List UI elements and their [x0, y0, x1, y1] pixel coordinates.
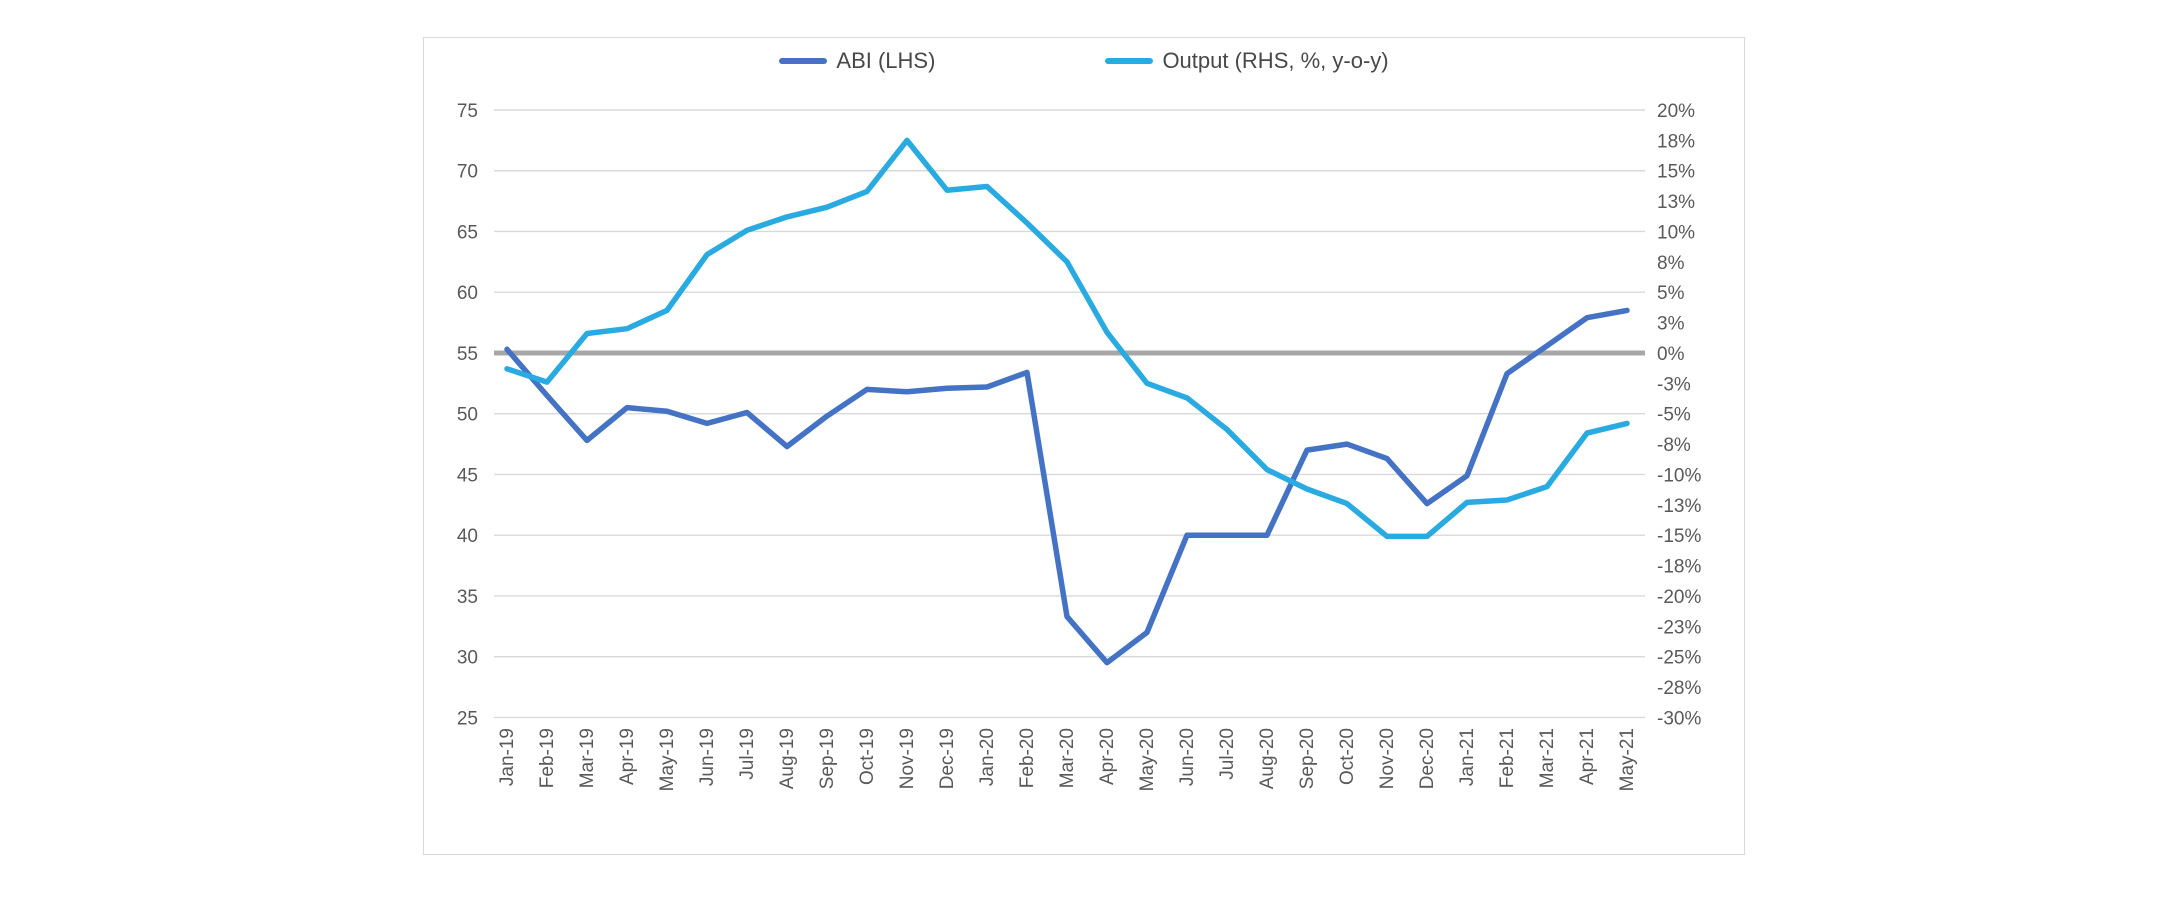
right-axis-tick-label: -20% — [1657, 587, 1701, 608]
right-axis-tick-label: -30% — [1657, 708, 1701, 729]
x-axis-tick-label: May-19 — [657, 728, 678, 791]
x-axis-tick-label: Jan-19 — [497, 728, 518, 786]
right-axis-tick-label: -15% — [1657, 526, 1701, 547]
x-axis-tick-label: Jun-19 — [697, 728, 718, 786]
x-axis-tick-label: Mar-20 — [1057, 728, 1078, 788]
left-axis-tick-label: 60 — [457, 283, 478, 304]
right-axis-tick-label: 13% — [1657, 192, 1695, 213]
x-axis-tick-label: Jan-20 — [977, 728, 998, 786]
right-axis-tick-label: 10% — [1657, 222, 1695, 243]
x-axis-tick-label: Aug-19 — [777, 728, 798, 789]
x-axis-tick-label: Feb-19 — [537, 728, 558, 788]
x-axis-tick-label: Dec-19 — [937, 728, 958, 789]
right-axis-tick-label: -18% — [1657, 557, 1701, 578]
right-axis-tick-label: 8% — [1657, 253, 1685, 274]
x-axis-tick-label: Sep-19 — [817, 728, 838, 789]
left-axis-tick-label: 55 — [457, 344, 478, 365]
x-axis-tick-label: Feb-20 — [1017, 728, 1038, 788]
abi-series-line — [504, 307, 1630, 666]
right-axis-tick-label: -3% — [1657, 374, 1691, 395]
output-legend-label: Output (RHS, %, y-o-y) — [1162, 48, 1389, 73]
right-axis-tick-label: -25% — [1657, 648, 1701, 669]
left-axis-tick-label: 25 — [457, 708, 478, 729]
x-axis-tick-label: Oct-19 — [857, 728, 878, 785]
right-axis-tick-label: -23% — [1657, 617, 1701, 638]
right-axis-tick-label: 0% — [1657, 344, 1685, 365]
left-axis-tick-label: 40 — [457, 526, 478, 547]
x-axis-tick-label: Jan-21 — [1457, 728, 1478, 786]
x-axis-tick-label: Feb-21 — [1497, 728, 1518, 788]
chart-panel — [423, 37, 1745, 855]
x-axis-tick-label: Oct-20 — [1337, 728, 1358, 785]
left-axis-tick-label: 30 — [457, 648, 478, 669]
x-axis-tick-label: Nov-19 — [897, 728, 918, 789]
output-legend-swatch — [1105, 58, 1154, 64]
chart-legend: ABI (LHS) Output (RHS, %, y-o-y) — [423, 48, 1745, 74]
left-axis-tick-label: 65 — [457, 222, 478, 243]
right-axis-tick-label: -8% — [1657, 435, 1691, 456]
right-axis-tick-label: -13% — [1657, 496, 1701, 517]
x-axis-tick-label: Apr-21 — [1577, 728, 1598, 785]
right-axis-tick-label: -5% — [1657, 405, 1691, 426]
x-axis-tick-label: Mar-19 — [577, 728, 598, 788]
left-axis-tick-label: 75 — [457, 101, 478, 122]
left-axis-tick-label: 50 — [457, 405, 478, 426]
left-axis-tick-label: 45 — [457, 465, 478, 486]
x-axis-tick-label: May-21 — [1617, 728, 1638, 791]
x-axis-tick-label: Nov-20 — [1377, 728, 1398, 789]
x-axis-tick-label: Aug-20 — [1257, 728, 1278, 789]
x-axis-tick-label: Mar-21 — [1537, 728, 1558, 788]
abi-legend-label: ABI (LHS) — [836, 48, 936, 73]
right-axis-tick-label: -10% — [1657, 465, 1701, 486]
abi-legend-swatch — [779, 58, 828, 64]
right-axis-tick-label: -28% — [1657, 678, 1701, 699]
output-series-line — [504, 137, 1630, 540]
right-axis-tick-label: 3% — [1657, 314, 1685, 335]
x-axis-tick-label: May-20 — [1137, 728, 1158, 791]
right-axis-tick-label: 15% — [1657, 162, 1695, 183]
left-axis-tick-label: 35 — [457, 587, 478, 608]
left-axis-tick-label: 70 — [457, 162, 478, 183]
legend-item-output: Output (RHS, %, y-o-y) — [1105, 48, 1389, 74]
right-axis-tick-label: 5% — [1657, 283, 1685, 304]
x-axis-tick-label: Apr-19 — [617, 728, 638, 785]
x-axis-tick-label: Apr-20 — [1097, 728, 1118, 785]
x-axis-tick-label: Jul-19 — [737, 728, 758, 780]
x-axis-tick-label: Jul-20 — [1217, 728, 1238, 780]
right-axis-tick-label: 20% — [1657, 101, 1695, 122]
x-axis-tick-label: Sep-20 — [1297, 728, 1318, 789]
x-axis-tick-label: Jun-20 — [1177, 728, 1198, 786]
legend-item-abi: ABI (LHS) — [779, 48, 935, 74]
x-axis-tick-label: Dec-20 — [1417, 728, 1438, 789]
right-axis-tick-label: 18% — [1657, 131, 1695, 152]
